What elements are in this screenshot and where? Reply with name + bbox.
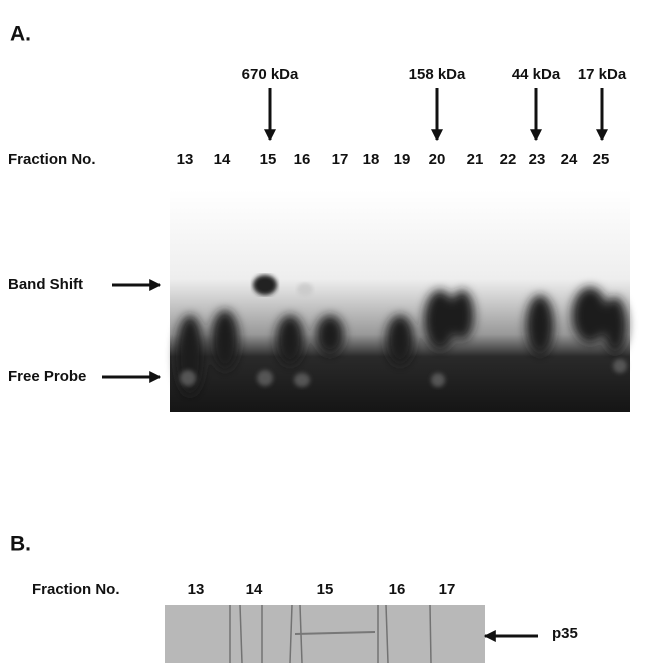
fraction-number: 16 (294, 151, 311, 168)
fraction-number: 22 (500, 151, 517, 168)
fraction-number: 16 (389, 581, 406, 598)
fraction-number: 25 (593, 151, 610, 168)
free-probe-label: Free Probe (8, 368, 86, 385)
fraction-number: 18 (363, 151, 380, 168)
marker-arrows (264, 88, 608, 142)
fraction-number: 20 (429, 151, 446, 168)
fraction-label: Fraction No. (32, 581, 120, 598)
fraction-label: Fraction No. (8, 151, 96, 168)
marker-label: 44 kDa (512, 66, 561, 83)
fraction-number: 14 (246, 581, 263, 598)
fraction-number: 13 (188, 581, 205, 598)
fraction-number: 15 (317, 581, 334, 598)
marker-label: 670 kDa (242, 66, 299, 83)
fraction-number: 24 (561, 151, 578, 168)
fraction-number: 19 (394, 151, 411, 168)
fraction-number: 14 (214, 151, 231, 168)
panel-label: A. (10, 23, 31, 46)
panel-label: B. (10, 533, 31, 556)
band-label: p35 (552, 625, 578, 642)
band-shift-label: Band Shift (8, 276, 83, 293)
fraction-number: 17 (439, 581, 456, 598)
fraction-number: 21 (467, 151, 484, 168)
fraction-number: 15 (260, 151, 277, 168)
fraction-number: 17 (332, 151, 349, 168)
fraction-number: 23 (529, 151, 546, 168)
marker-label: 17 kDa (578, 66, 627, 83)
fraction-number: 13 (177, 151, 194, 168)
marker-label: 158 kDa (409, 66, 466, 83)
gel-a (170, 190, 630, 412)
gel-b (165, 604, 485, 663)
